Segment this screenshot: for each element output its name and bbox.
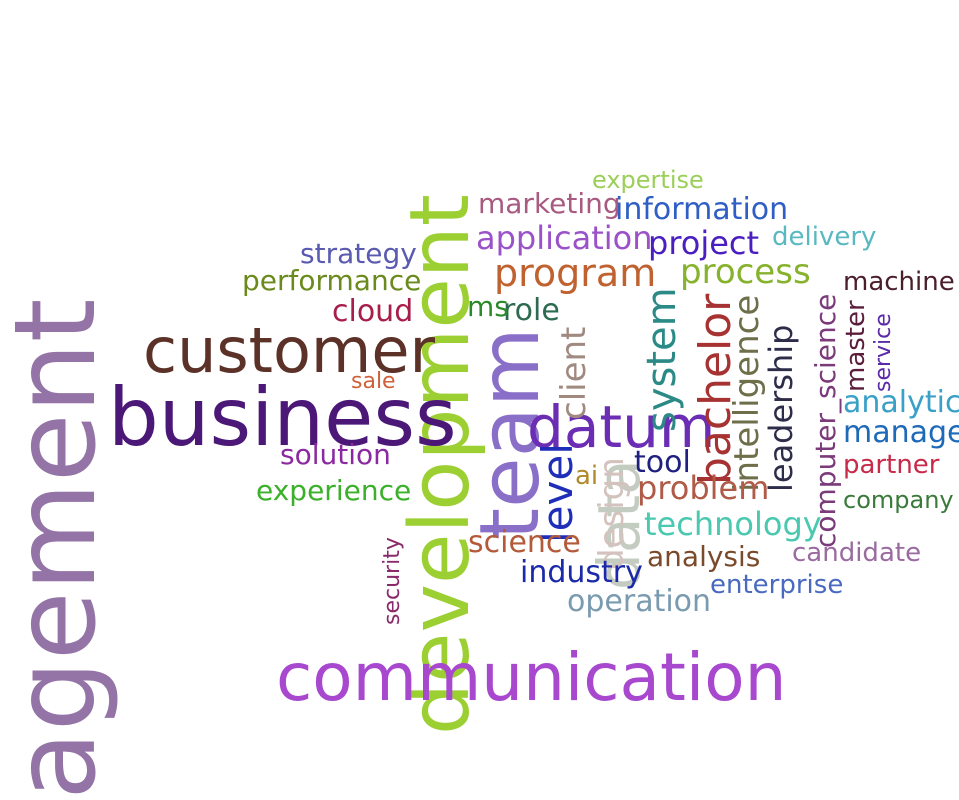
word-tool: tool (634, 445, 691, 480)
word-role: role (503, 293, 560, 328)
word-communication: communication (276, 639, 787, 716)
word-operation: operation (567, 584, 712, 619)
word-leadership: leadership (762, 324, 800, 493)
word-information: information (615, 192, 789, 227)
word-cloud: cloud (332, 294, 414, 329)
word-partner: partner (843, 450, 940, 480)
word-client: client (554, 326, 594, 420)
word-system: system (639, 287, 685, 432)
word-machine: machine (843, 267, 955, 297)
word-application: application (476, 219, 653, 257)
word-ms: ms (467, 290, 509, 323)
word-master: master (841, 300, 871, 392)
word-solution: solution (280, 438, 391, 471)
word-industry: industry (520, 555, 643, 590)
word-science: science (468, 525, 581, 560)
word-design: design (592, 457, 632, 570)
word-program: program (494, 251, 657, 295)
word-delivery: delivery (772, 222, 877, 252)
word-manage: manage (843, 415, 959, 450)
word-intelligence: intelligence (727, 294, 767, 492)
word-strategy: strategy (300, 237, 417, 270)
word-security: security (380, 537, 405, 625)
word-experience: experience (256, 474, 412, 507)
word-marketing: marketing (478, 187, 621, 220)
word-customer: customer (143, 314, 435, 387)
word-company: company (843, 486, 954, 514)
word-process: process (680, 252, 811, 292)
word-project: project (648, 224, 760, 262)
word-service: service (871, 313, 896, 392)
word-candidate: candidate (792, 538, 922, 568)
word-enterprise: enterprise (710, 570, 844, 600)
word-business: business (108, 371, 457, 464)
word-sale: sale (351, 369, 396, 394)
word-technology: technology (644, 505, 822, 543)
word-performance: performance (242, 264, 422, 297)
word-analysis: analysis (647, 540, 761, 573)
word-expertise: expertise (592, 166, 704, 194)
word-ai: ai (575, 461, 599, 491)
word-analytic: analytic (843, 385, 959, 420)
word-datum: datum (527, 393, 716, 461)
word-problem: problem (637, 469, 770, 507)
word-agement: agement (0, 298, 121, 800)
